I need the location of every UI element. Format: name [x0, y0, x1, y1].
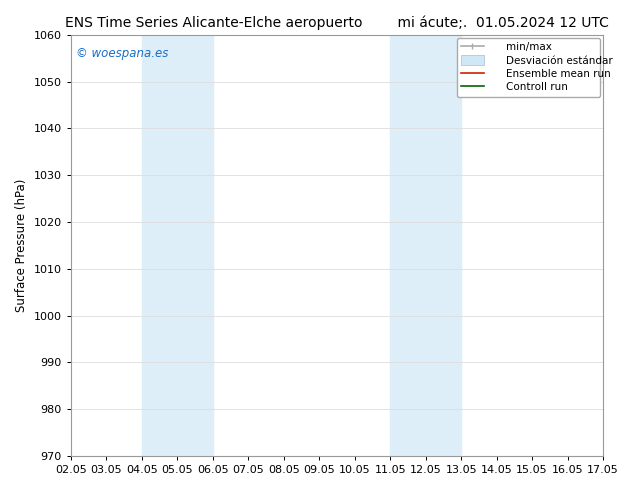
Bar: [390, 35, 461, 456]
Bar: [141, 35, 212, 456]
Text: © woespana.es: © woespana.es: [76, 48, 169, 60]
Legend: min/max, Desviación estándar, Ensemble mean run, Controll run: min/max, Desviación estándar, Ensemble m…: [456, 38, 600, 97]
Y-axis label: Surface Pressure (hPa): Surface Pressure (hPa): [15, 179, 28, 312]
Title: ENS Time Series Alicante-Elche aeropuerto        mi ácute;.  01.05.2024 12 UTC: ENS Time Series Alicante-Elche aeropuert…: [65, 15, 609, 29]
